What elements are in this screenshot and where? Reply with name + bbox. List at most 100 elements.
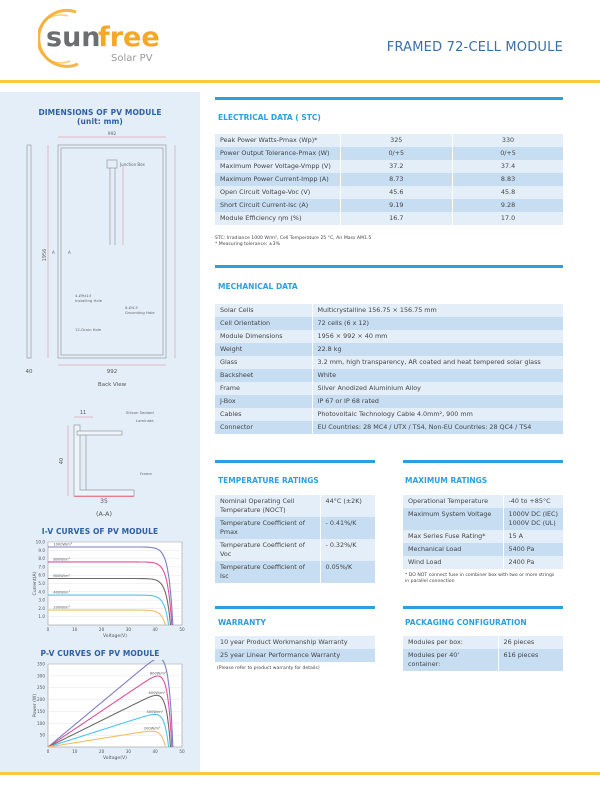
- electrical-value: 8.83: [452, 173, 563, 186]
- cross-section-drawing: 11 Silicon Sealant Laminate 40 Frame: [59, 410, 154, 497]
- mechanical-value: EU Countries: 28 MC4 / UTX / TS4, Non-EU…: [311, 421, 563, 434]
- mechanical-label: Connector: [215, 421, 312, 434]
- mechanical-label: J-Box: [215, 395, 312, 408]
- electrical-label: Short Circuit Current-Isc (A): [215, 199, 340, 212]
- x-tick-label: 0: [47, 749, 50, 754]
- electrical-row: Power Output Tolerance-Pmax (W) 0/+5 0/+5: [215, 147, 563, 160]
- maximum-label: Wind Load: [403, 556, 503, 569]
- series-label: 800W/m²: [53, 557, 70, 561]
- electrical-row: Open Circuit Voltage-Voc (V) 45.6 45.8: [215, 186, 563, 199]
- series-line-200: [48, 609, 166, 626]
- warranty-table: 10 year Product Workmanship Warranty 25 y…: [215, 636, 375, 662]
- series-label: 400W/m²: [53, 591, 70, 595]
- mechanical-value: 72 cells (6 x 12): [311, 317, 563, 330]
- section-mark-left: A: [52, 250, 55, 255]
- electrical-value: 0/+5: [452, 147, 563, 160]
- sealant-label: Silicon Sealant: [126, 410, 154, 415]
- section-dim-top: 11: [80, 410, 86, 416]
- series-label: 800W/m²: [150, 671, 167, 675]
- x-tick-label: 20: [99, 627, 105, 632]
- y-tick-label: 300: [37, 673, 45, 678]
- section-mark-right: A: [68, 250, 71, 255]
- x-tick-label: 0: [47, 627, 50, 632]
- frame-label: Frame: [140, 471, 152, 476]
- x-tick-label: 30: [126, 749, 132, 754]
- temperature-divider: [215, 460, 375, 463]
- y-tick-label: 100: [37, 721, 45, 726]
- x-tick-label: 50: [179, 627, 185, 632]
- plot-area: [47, 663, 183, 748]
- electrical-value: 16.7: [339, 212, 453, 225]
- electrical-label: Power Output Tolerance-Pmax (W): [215, 147, 340, 160]
- electrical-label: Peak Power Watts-Pmax (Wp)*: [215, 134, 340, 147]
- series-line-200: [47, 730, 166, 748]
- x-tick-label: 30: [126, 627, 132, 632]
- junction-box-label: Junction Box: [119, 162, 145, 167]
- series-line-600: [47, 694, 172, 748]
- packaging-divider: [403, 606, 563, 609]
- series-line-800: [47, 675, 173, 748]
- electrical-value: 17.0: [452, 212, 563, 225]
- width-bottom-label: 992: [107, 369, 118, 375]
- mechanical-value: White: [311, 369, 563, 382]
- y-tick-label: 8.0: [38, 556, 45, 561]
- installing-hole-label-2: Installing Hole: [75, 298, 103, 303]
- y-tick-label: 10.0: [36, 540, 46, 545]
- x-tick-label: 10: [72, 627, 78, 632]
- maximum-row: Wind Load 2400 Pa: [403, 556, 563, 569]
- x-axis-label: Voltage(V): [103, 755, 127, 761]
- mechanical-value: IP 67 or IP 68 rated: [311, 395, 563, 408]
- warranty-heading: WARRANTY: [218, 618, 266, 627]
- temperature-table: Nominal Operating Cell Temperature (NOCT…: [215, 495, 375, 583]
- packaging-value: 616 pieces: [497, 649, 563, 671]
- grounding-hole-label: 6-Ø4.5: [125, 305, 138, 310]
- mechanical-label: Backsheet: [215, 369, 312, 382]
- electrical-row: Short Circuit Current-Isc (A) 9.19 9.28: [215, 199, 563, 212]
- mechanical-row: Frame Silver Anodized Aluminium Alloy: [215, 382, 563, 395]
- mechanical-divider: [215, 265, 563, 268]
- maximum-value: -40 to +85°C: [502, 495, 563, 508]
- electrical-note-stc: STC: Irradiance 1000 W/m², Cell Temperat…: [215, 236, 372, 241]
- x-tick-label: 10: [72, 749, 78, 754]
- mechanical-heading: MECHANICAL DATA: [218, 282, 298, 291]
- temperature-row: Nominal Operating Cell Temperature (NOCT…: [215, 495, 375, 517]
- side-profile: [26, 144, 32, 359]
- back-view-label: Back View: [98, 382, 127, 388]
- y-tick-label: 5.0: [38, 581, 45, 586]
- footer-divider: [0, 772, 600, 775]
- maximum-row: Max Series Fuse Rating* 15 A: [403, 530, 563, 543]
- installing-hole-label: 4-Ø9x14: [75, 293, 92, 298]
- maximum-label: Max Series Fuse Rating*: [403, 530, 503, 543]
- mechanical-value: 1956 × 992 × 40 mm: [311, 330, 563, 343]
- mechanical-row: Weight 22.8 kg: [215, 343, 563, 356]
- maximum-table: Operational Temperature -40 to +85°C Maxim…: [403, 495, 563, 569]
- mechanical-value: 22.8 kg: [311, 343, 563, 356]
- thickness-label: 40: [26, 369, 33, 375]
- mechanical-row: Module Dimensions 1956 × 992 × 40 mm: [215, 330, 563, 343]
- y-tick-label: 1.0: [38, 614, 45, 619]
- drain-hole-label: 12-Drain Hole: [75, 327, 102, 332]
- electrical-value: 9.28: [452, 199, 563, 212]
- maximum-divider: [403, 460, 563, 463]
- series-label: 200W/m²: [53, 606, 70, 610]
- series-line-400: [47, 713, 170, 748]
- temperature-row: Temperature Coefficient of Voc - 0.32%/K: [215, 539, 375, 561]
- module-outline: [57, 144, 167, 359]
- mechanical-label: Module Dimensions: [215, 330, 312, 343]
- temperature-value: - 0.32%/K: [319, 539, 375, 561]
- temperature-row: Temperature Coefficient of Isc 0.05%/K: [215, 561, 375, 583]
- grounding-hole-label-2: Grounding Hole: [125, 310, 155, 315]
- logo-text-free: free: [98, 22, 160, 53]
- pv-chart-title: P-V CURVES OF PV MODULE: [40, 649, 160, 658]
- electrical-value: 37.4: [452, 160, 563, 173]
- mechanical-label: Weight: [215, 343, 312, 356]
- logo-subtext: Solar PV: [111, 53, 153, 64]
- mechanical-label: Cables: [215, 408, 312, 421]
- iv-chart: 1.0 2.0 3.0 4.0 5.0 6.0 7.0 8.0 9.0 10.0 0 10 20 30 40…: [32, 540, 185, 640]
- series-line-400: [48, 594, 170, 626]
- series-label: 600W/m²: [149, 691, 166, 695]
- mechanical-value: Silver Anodized Aluminium Alloy: [311, 382, 563, 395]
- maximum-value: 2400 Pa: [502, 556, 563, 569]
- mechanical-value: 3.2 mm, high transparency, AR coated and…: [311, 356, 563, 369]
- warranty-label: 25 year Linear Performance Warranty: [215, 649, 375, 662]
